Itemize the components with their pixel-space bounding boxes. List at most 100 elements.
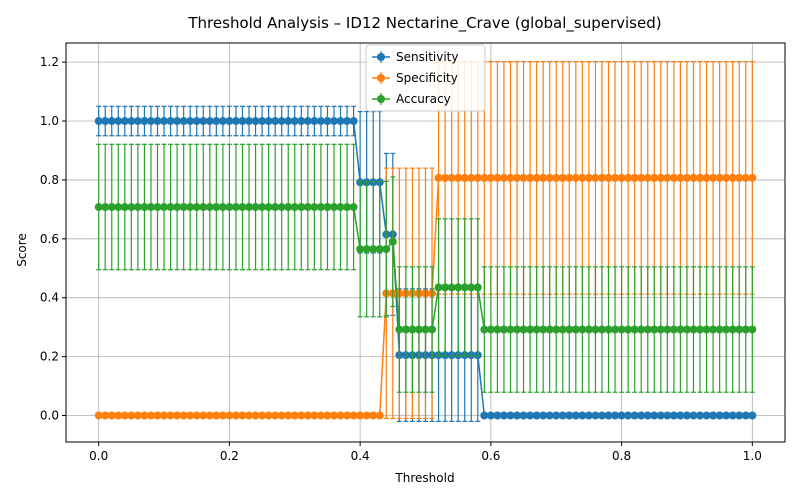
data-point (303, 117, 312, 126)
data-point (146, 203, 155, 212)
x-tick-label: 0.0 (89, 449, 108, 463)
data-point (499, 325, 508, 334)
data-point (669, 325, 678, 334)
data-point (179, 411, 188, 420)
data-point (192, 203, 201, 212)
data-point (545, 173, 554, 182)
data-point (467, 173, 476, 182)
data-point (611, 325, 620, 334)
data-point (310, 203, 319, 212)
data-point (552, 325, 561, 334)
data-point (532, 173, 541, 182)
data-point (186, 203, 195, 212)
data-point (323, 203, 332, 212)
data-point (212, 203, 221, 212)
data-point (486, 173, 495, 182)
data-point (571, 173, 580, 182)
x-axis-label: Threshold (394, 471, 454, 485)
data-point (186, 411, 195, 420)
data-point (480, 325, 489, 334)
data-point (571, 325, 580, 334)
data-point (637, 325, 646, 334)
data-point (735, 173, 744, 182)
data-point (735, 411, 744, 420)
data-point (604, 325, 613, 334)
data-point (728, 325, 737, 334)
x-tick-label: 1.0 (743, 449, 762, 463)
data-point (689, 173, 698, 182)
data-point (709, 325, 718, 334)
data-point (212, 117, 221, 126)
legend-label: Specificity (396, 71, 458, 85)
data-point (597, 173, 606, 182)
data-point (630, 325, 639, 334)
data-point (421, 325, 430, 334)
data-point (584, 173, 593, 182)
data-point (218, 203, 227, 212)
data-point (127, 203, 136, 212)
data-point (114, 411, 123, 420)
data-point (375, 411, 384, 420)
data-point (297, 411, 306, 420)
data-point (591, 325, 600, 334)
data-point (617, 411, 626, 420)
data-point (349, 203, 358, 212)
y-tick-label: 0.0 (40, 408, 59, 422)
data-point (408, 325, 417, 334)
data-point (637, 411, 646, 420)
data-point (578, 411, 587, 420)
data-point (205, 411, 214, 420)
data-point (166, 411, 175, 420)
data-point (728, 173, 737, 182)
data-point (173, 117, 182, 126)
data-point (447, 283, 456, 292)
data-point (696, 411, 705, 420)
data-point (205, 203, 214, 212)
data-point (120, 117, 129, 126)
data-point (94, 203, 103, 212)
data-point (604, 173, 613, 182)
data-point (741, 411, 750, 420)
data-point (604, 411, 613, 420)
data-point (284, 203, 293, 212)
data-point (650, 173, 659, 182)
data-point (173, 411, 182, 420)
data-point (303, 203, 312, 212)
x-tick-label: 0.4 (351, 449, 370, 463)
data-point (571, 411, 580, 420)
data-point (375, 245, 384, 254)
data-point (748, 173, 757, 182)
data-point (630, 411, 639, 420)
data-point (277, 411, 286, 420)
data-point (663, 173, 672, 182)
data-point (558, 411, 567, 420)
data-point (264, 203, 273, 212)
plot-series (94, 60, 757, 422)
data-point (526, 325, 535, 334)
data-point (290, 411, 299, 420)
data-point (513, 173, 522, 182)
data-point (127, 117, 136, 126)
data-point (199, 411, 208, 420)
data-point (493, 173, 502, 182)
data-point (107, 411, 116, 420)
data-point (486, 325, 495, 334)
data-point (663, 325, 672, 334)
data-point (565, 173, 574, 182)
data-point (127, 411, 136, 420)
data-point (133, 411, 142, 420)
data-point (133, 117, 142, 126)
data-point (140, 411, 149, 420)
data-point (114, 117, 123, 126)
data-point (160, 117, 169, 126)
legend-label: Sensitivity (396, 50, 458, 64)
data-point (264, 411, 273, 420)
data-point (297, 203, 306, 212)
data-point (447, 173, 456, 182)
data-point (395, 325, 404, 334)
data-point (434, 283, 443, 292)
data-point (140, 203, 149, 212)
data-point (160, 203, 169, 212)
data-point (140, 117, 149, 126)
data-point (545, 411, 554, 420)
